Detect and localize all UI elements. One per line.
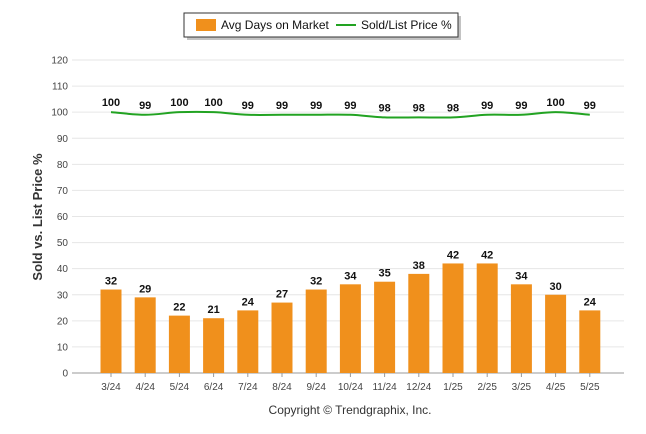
bar-data-label: 34 bbox=[344, 270, 357, 282]
x-axis-ticks: 3/24 4/24 5/24 6/24 7/24 8/24 9/24 10/24 11/24 12… bbox=[101, 373, 600, 393]
bar-data-label: 32 bbox=[310, 276, 322, 288]
line-data-label: 98 bbox=[378, 102, 390, 114]
bar-data-label: 42 bbox=[481, 249, 493, 261]
x-tick-label: 7/24 bbox=[238, 382, 258, 393]
bar bbox=[305, 289, 327, 373]
bar bbox=[203, 318, 225, 373]
y-tick-label: 50 bbox=[57, 238, 69, 249]
line-data-label: 100 bbox=[102, 97, 120, 109]
legend-label-days-on-market: Avg Days on Market bbox=[221, 18, 329, 32]
line-data-label: 99 bbox=[139, 100, 151, 112]
price-line bbox=[110, 110, 590, 119]
sold-list-price-line bbox=[110, 110, 590, 119]
bar-data-label: 35 bbox=[378, 268, 390, 280]
y-tick-label: 0 bbox=[62, 369, 68, 380]
line-data-label: 99 bbox=[344, 100, 356, 112]
legend: Avg Days on Market Sold/List Price % bbox=[183, 12, 461, 40]
line-data-label: 98 bbox=[447, 102, 459, 114]
y-tick-label: 100 bbox=[51, 108, 68, 119]
bars bbox=[100, 263, 601, 373]
bar-data-label: 34 bbox=[515, 270, 528, 282]
bar bbox=[510, 284, 532, 373]
line-data-label: 99 bbox=[242, 100, 254, 112]
y-tick-label: 90 bbox=[57, 134, 69, 145]
y-axis-ticks: 0 10 20 30 40 50 60 70 80 90 100 110 120 bbox=[51, 56, 68, 380]
bar-data-label: 38 bbox=[413, 260, 425, 272]
bar bbox=[168, 315, 190, 373]
y-tick-label: 80 bbox=[57, 160, 69, 171]
bar-data-labels: 32 29 22 21 24 27 32 34 35 38 42 42 34 30 24 bbox=[105, 249, 597, 316]
x-tick-label: 6/24 bbox=[204, 382, 224, 393]
y-tick-label: 60 bbox=[57, 212, 69, 223]
x-tick-label: 4/25 bbox=[546, 382, 566, 393]
x-tick-label: 5/25 bbox=[580, 382, 600, 393]
x-tick-label: 5/24 bbox=[170, 382, 190, 393]
legend-swatch-days-on-market bbox=[196, 19, 216, 31]
x-tick-label: 8/24 bbox=[272, 382, 292, 393]
bar bbox=[134, 297, 156, 373]
bar bbox=[476, 263, 498, 373]
line-data-label: 99 bbox=[515, 100, 527, 112]
x-tick-label: 12/24 bbox=[406, 382, 431, 393]
legend-box bbox=[183, 12, 459, 38]
y-tick-label: 120 bbox=[51, 56, 68, 67]
bar bbox=[442, 263, 464, 373]
bar-data-label: 42 bbox=[447, 249, 459, 261]
copyright-footer: Copyright © Trendgraphix, Inc. bbox=[269, 403, 432, 417]
y-tick-label: 30 bbox=[57, 290, 69, 301]
bar-data-label: 24 bbox=[242, 296, 255, 308]
bar bbox=[374, 281, 396, 373]
line-data-labels: 100 99 100 100 99 99 99 99 98 98 98 99 99 100 99 bbox=[102, 97, 596, 114]
line-data-label: 100 bbox=[204, 97, 222, 109]
bar-data-label: 27 bbox=[276, 289, 288, 301]
line-data-label: 99 bbox=[310, 100, 322, 112]
line-data-label: 99 bbox=[481, 100, 493, 112]
x-tick-label: 11/24 bbox=[372, 382, 397, 393]
bar bbox=[408, 273, 430, 373]
y-tick-label: 40 bbox=[57, 264, 69, 275]
bar-data-label: 22 bbox=[173, 302, 185, 314]
line-data-label: 99 bbox=[276, 100, 288, 112]
bar bbox=[271, 302, 293, 373]
y-tick-label: 10 bbox=[57, 342, 69, 353]
bar-data-label: 32 bbox=[105, 276, 117, 288]
y-axis-title: Sold vs. List Price % bbox=[30, 153, 45, 281]
y-tick-label: 20 bbox=[57, 316, 69, 327]
line-data-label: 98 bbox=[413, 102, 425, 114]
bar bbox=[545, 294, 567, 373]
line-data-label: 99 bbox=[584, 100, 596, 112]
bar-data-label: 21 bbox=[207, 304, 219, 316]
bar-data-label: 30 bbox=[549, 281, 561, 293]
bar bbox=[579, 310, 601, 373]
bar bbox=[100, 289, 122, 373]
x-tick-label: 10/24 bbox=[338, 382, 363, 393]
y-tick-label: 70 bbox=[57, 186, 69, 197]
line-data-label: 100 bbox=[546, 97, 564, 109]
y-tick-label: 110 bbox=[52, 82, 68, 93]
x-tick-label: 9/24 bbox=[306, 382, 326, 393]
legend-label-sold-list-price: Sold/List Price % bbox=[361, 18, 452, 32]
line-data-label: 100 bbox=[170, 97, 188, 109]
x-tick-label: 2/25 bbox=[477, 382, 497, 393]
bar bbox=[339, 284, 361, 373]
bar-data-label: 24 bbox=[584, 296, 597, 308]
x-tick-label: 4/24 bbox=[135, 382, 155, 393]
bar-data-label: 29 bbox=[139, 283, 151, 295]
bar bbox=[237, 310, 259, 373]
x-tick-label: 3/24 bbox=[101, 382, 121, 393]
x-tick-label: 3/25 bbox=[512, 382, 532, 393]
x-tick-label: 1/25 bbox=[443, 382, 463, 393]
